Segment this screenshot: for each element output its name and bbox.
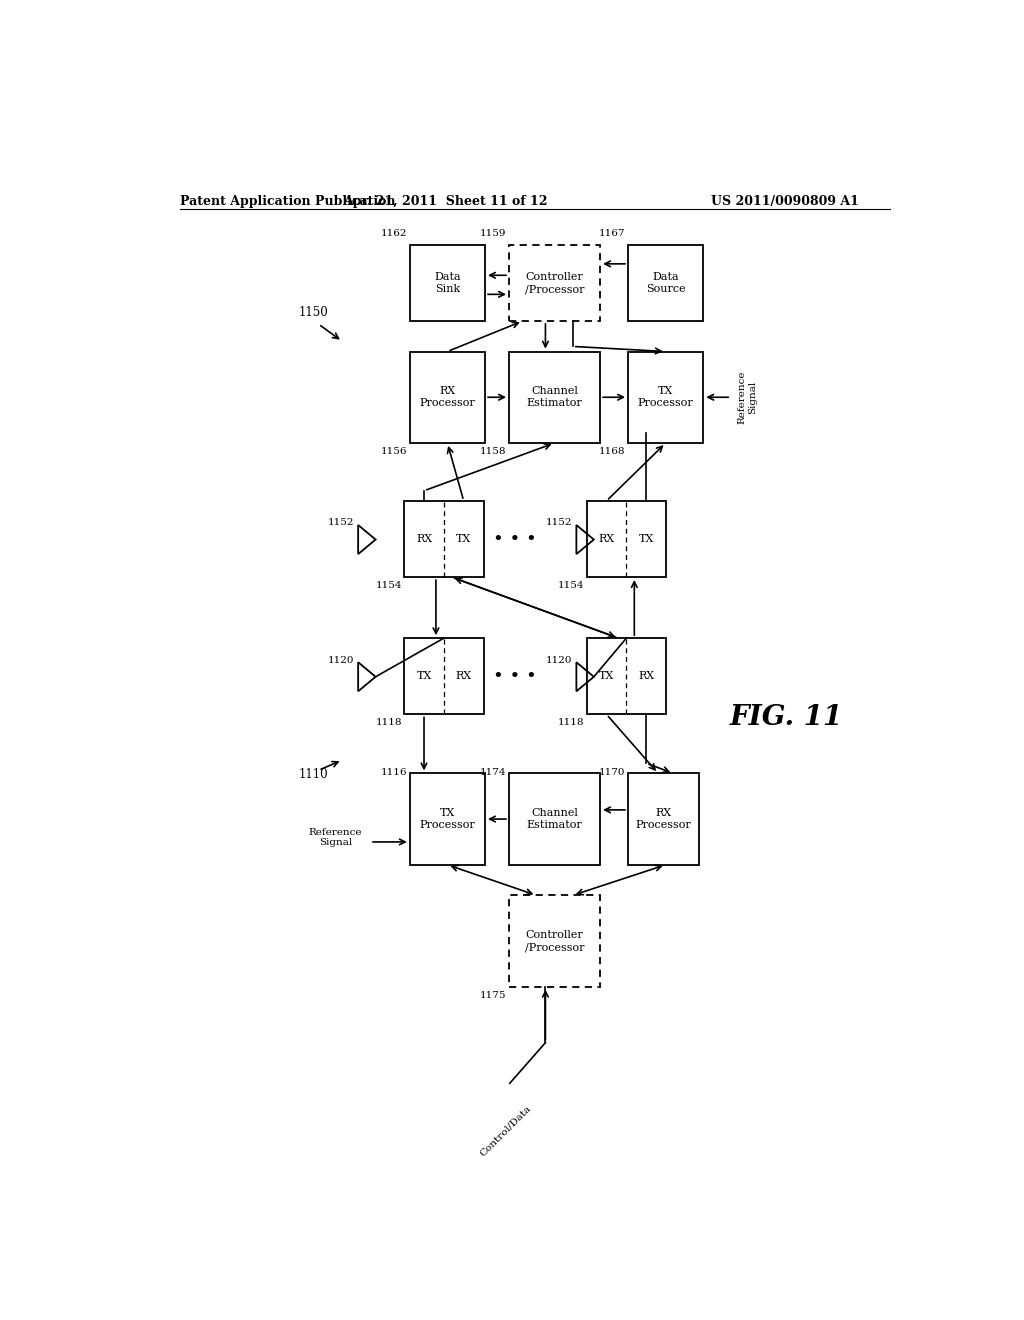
- Bar: [509, 351, 600, 444]
- Text: • • •: • • •: [494, 668, 538, 686]
- Text: 1118: 1118: [375, 718, 401, 727]
- Bar: [509, 895, 600, 987]
- Text: 1150: 1150: [299, 306, 329, 319]
- Text: TX: TX: [639, 535, 654, 544]
- Text: 1162: 1162: [381, 228, 408, 238]
- Text: 1174: 1174: [480, 768, 507, 777]
- Text: 1168: 1168: [599, 447, 626, 455]
- Text: RX
Processor: RX Processor: [636, 808, 691, 830]
- Text: • • •: • • •: [494, 531, 538, 549]
- Text: TX: TX: [456, 535, 471, 544]
- Text: TX: TX: [599, 672, 614, 681]
- Bar: [410, 351, 485, 444]
- Text: Patent Application Publication: Patent Application Publication: [179, 195, 395, 209]
- Text: 1120: 1120: [328, 656, 354, 664]
- Text: 1152: 1152: [546, 519, 572, 528]
- Text: 1159: 1159: [480, 228, 507, 238]
- Text: 1152: 1152: [328, 519, 354, 528]
- Text: 1158: 1158: [480, 447, 507, 455]
- Text: Channel
Estimator: Channel Estimator: [526, 385, 583, 408]
- Text: RX: RX: [416, 535, 432, 544]
- Text: RX
Processor: RX Processor: [420, 385, 475, 408]
- Text: TX
Processor: TX Processor: [638, 385, 693, 408]
- Text: RX: RX: [456, 672, 472, 681]
- Bar: [628, 774, 699, 865]
- Bar: [404, 638, 483, 714]
- Text: Control/Data: Control/Data: [478, 1104, 532, 1158]
- Text: 1167: 1167: [599, 228, 626, 238]
- Text: Data
Sink: Data Sink: [434, 272, 461, 294]
- Text: RX: RX: [598, 535, 614, 544]
- Text: 1154: 1154: [375, 581, 401, 590]
- Bar: [404, 500, 483, 577]
- Text: Reference
Signal: Reference Signal: [308, 828, 362, 847]
- Text: US 2011/0090809 A1: US 2011/0090809 A1: [712, 195, 859, 209]
- Bar: [410, 774, 485, 865]
- Text: Channel
Estimator: Channel Estimator: [526, 808, 583, 830]
- Text: 1116: 1116: [381, 768, 408, 777]
- Bar: [410, 244, 485, 321]
- Text: 1120: 1120: [546, 656, 572, 664]
- Text: RX: RX: [638, 672, 654, 681]
- Bar: [628, 244, 703, 321]
- Text: Reference
Signal: Reference Signal: [737, 371, 757, 424]
- Bar: [509, 774, 600, 865]
- Text: TX
Processor: TX Processor: [420, 808, 475, 830]
- Text: Data
Source: Data Source: [646, 272, 685, 294]
- Text: Controller
/Processor: Controller /Processor: [525, 929, 585, 952]
- Bar: [509, 244, 600, 321]
- Text: 1170: 1170: [599, 768, 626, 777]
- Text: 1118: 1118: [558, 718, 585, 727]
- Text: 1110: 1110: [299, 768, 329, 781]
- Bar: [587, 500, 666, 577]
- Bar: [587, 638, 666, 714]
- Text: TX: TX: [417, 672, 432, 681]
- Text: Controller
/Processor: Controller /Processor: [525, 272, 585, 294]
- Text: FIG. 11: FIG. 11: [730, 704, 844, 731]
- Text: 1154: 1154: [558, 581, 585, 590]
- Text: 1156: 1156: [381, 447, 408, 455]
- Bar: [628, 351, 703, 444]
- Text: 1175: 1175: [480, 991, 507, 999]
- Text: Apr. 21, 2011  Sheet 11 of 12: Apr. 21, 2011 Sheet 11 of 12: [343, 195, 548, 209]
